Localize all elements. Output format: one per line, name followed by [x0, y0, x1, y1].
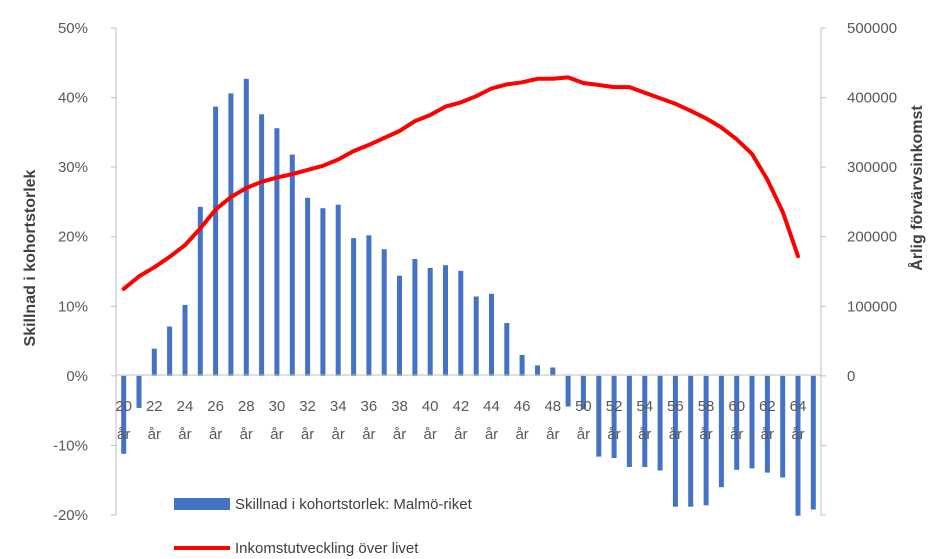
bar-48-år	[550, 367, 556, 376]
y-left-tick-label: 10%	[58, 298, 88, 315]
bar-49-år	[565, 375, 571, 407]
bar-46-år	[519, 355, 525, 376]
y-right-ticks: 0 100000 200000 300000 400000 500000	[821, 20, 897, 516]
bar-61-år	[749, 375, 755, 469]
bar-64-år	[795, 375, 801, 516]
y-right-tick-label: 500000	[847, 20, 897, 37]
bar-22-år	[151, 348, 157, 376]
y-left-tick-label: 0%	[66, 368, 88, 385]
bar-50-år	[580, 375, 586, 410]
y-right-tick-label: 300000	[847, 159, 897, 176]
bar-43-år	[473, 296, 479, 376]
x-tick-label: 42 år	[452, 398, 469, 443]
x-tick-label: 52 år	[606, 398, 623, 443]
bar-45-år	[504, 323, 510, 376]
bar-23-år	[167, 326, 173, 376]
bar-40-år	[427, 268, 433, 376]
x-tick-label: 26 år	[207, 398, 224, 443]
bar-56-år	[672, 375, 678, 507]
y-left-tick-label: 40%	[58, 90, 88, 107]
bar-60-år	[734, 375, 740, 470]
x-tick-label: 34 år	[330, 398, 347, 443]
bar-65-år	[810, 375, 816, 510]
y-right-tick-label: 100000	[847, 298, 897, 315]
y-left-tick-label: 20%	[58, 229, 88, 246]
x-tick-label: 44 år	[483, 398, 500, 443]
x-tick-label: 30 år	[269, 398, 286, 443]
bar-29-år	[259, 114, 265, 376]
bar-57-år	[688, 375, 694, 507]
x-tick-label: 58 år	[698, 398, 715, 443]
bar-26-år	[213, 106, 219, 376]
y-left-tick-label: -20%	[53, 507, 88, 524]
bar-54-år	[642, 375, 648, 467]
x-tick-label: 24 år	[177, 398, 194, 443]
bar-37-år	[381, 249, 387, 376]
x-tick-label: 50 år	[575, 398, 592, 443]
bar-20-år	[121, 375, 127, 454]
income-line	[121, 75, 800, 291]
line-layer	[121, 75, 800, 291]
bar-24-år	[182, 304, 188, 376]
bar-62-år	[764, 375, 770, 473]
x-tick-label: 20 år	[115, 398, 132, 443]
bar-27-år	[228, 93, 234, 376]
x-ticks: 20 år 22 år 24 år 26 år 28 år 30 år 32 år 34 år 36 år 38 år…	[115, 398, 806, 443]
legend-bar-label: Skillnad i kohortstorlek: Malmö-riket	[235, 496, 473, 513]
y-left-tick-label: 30%	[58, 159, 88, 176]
bar-42-år	[458, 270, 464, 376]
x-tick-label: 22 år	[146, 398, 163, 443]
x-tick-label: 62 år	[759, 398, 776, 443]
bar-36-år	[366, 235, 372, 376]
legend: Skillnad i kohortstorlek: Malmö-riket In…	[174, 496, 473, 557]
y-right-axis-title: Årlig förvärvsinkomst	[907, 105, 926, 271]
x-tick-label: 48 år	[544, 398, 561, 443]
y-left-tick-label: -10%	[53, 437, 88, 454]
x-tick-label: 36 år	[361, 398, 378, 443]
bar-55-år	[657, 375, 663, 471]
x-tick-label: 28 år	[238, 398, 255, 443]
y-left-tick-label: 50%	[58, 20, 88, 37]
bar-25-år	[197, 206, 203, 376]
x-tick-label: 64 år	[790, 398, 807, 443]
x-tick-label: 32 år	[299, 398, 316, 443]
bar-21-år	[136, 375, 142, 408]
bar-35-år	[351, 238, 357, 376]
bar-51-år	[596, 375, 602, 457]
y-right-tick-label: 0	[847, 368, 855, 385]
bar-52-år	[611, 375, 617, 458]
bars-layer	[121, 78, 816, 516]
bar-39-år	[412, 259, 418, 376]
bar-31-år	[289, 154, 295, 376]
bar-34-år	[335, 204, 341, 376]
bar-30-år	[274, 128, 280, 376]
y-left-axis-title: Skillnad i kohortstorlek	[22, 169, 39, 346]
bar-32-år	[305, 197, 311, 376]
bar-63-år	[780, 375, 786, 478]
y-right-tick-label: 200000	[847, 229, 897, 246]
bar-41-år	[443, 265, 448, 376]
bar-33-år	[320, 208, 326, 376]
bar-59-år	[718, 375, 724, 488]
x-tick-label: 60 år	[728, 398, 745, 443]
legend-bar-swatch	[174, 498, 230, 510]
x-tick-label: 54 år	[636, 398, 653, 443]
x-tick-label: 46 år	[514, 398, 531, 443]
bar-38-år	[397, 275, 402, 376]
y-right-tick-label: 400000	[847, 90, 897, 107]
x-tick-label: 40 år	[422, 398, 439, 443]
x-tick-label: 56 år	[667, 398, 684, 443]
bar-28-år	[243, 78, 249, 376]
bar-44-år	[489, 293, 494, 376]
bar-58-år	[703, 375, 709, 506]
y-left-ticks: -20% -10% 0% 10% 20% 30% 40% 50%	[53, 20, 116, 524]
bar-53-år	[626, 375, 632, 467]
bar-47-år	[535, 365, 540, 376]
legend-line-label: Inkomstutveckling över livet	[235, 540, 419, 557]
x-tick-label: 38 år	[391, 398, 408, 443]
